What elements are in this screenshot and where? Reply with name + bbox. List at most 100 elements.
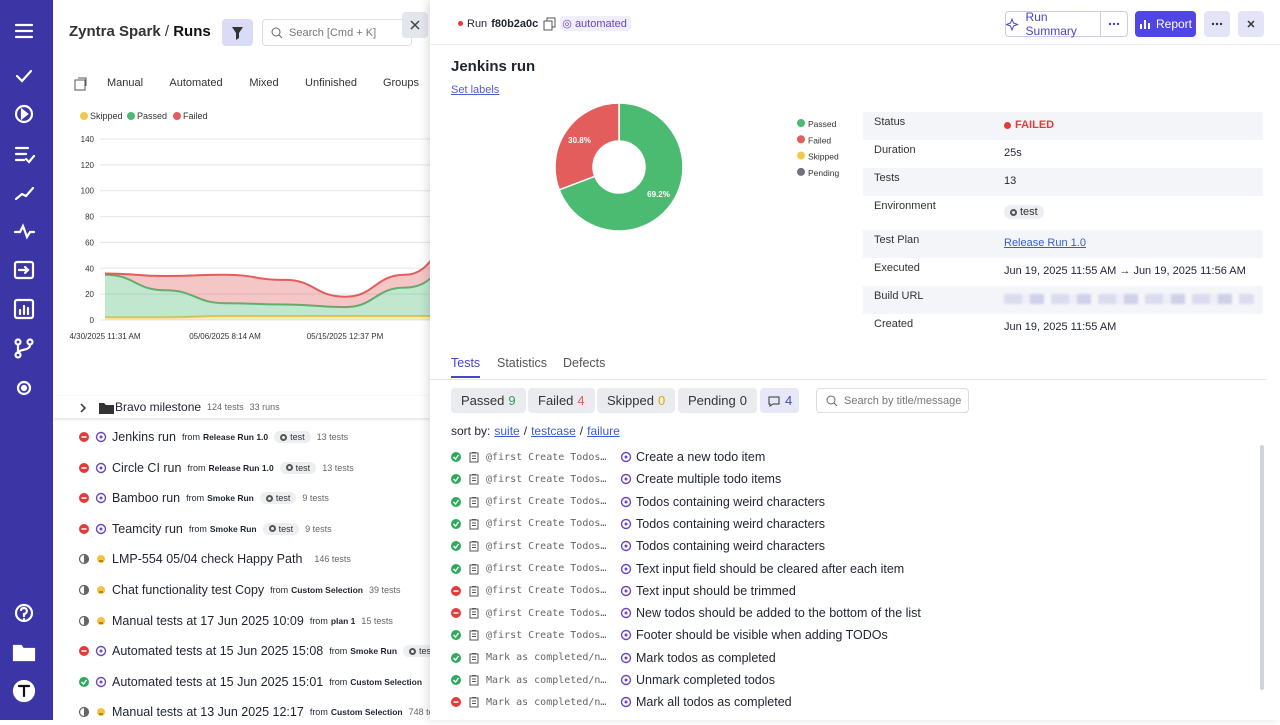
test-plan-link[interactable]: Release Run 1.0 (1004, 237, 1086, 249)
test-row[interactable]: @first Create Todos…Todos containing wei… (450, 517, 825, 531)
sort-option[interactable]: failure (587, 424, 620, 438)
run-row[interactable]: Automated tests at 15 Jun 2025 15:01from… (78, 675, 422, 689)
sort-option[interactable]: testcase (531, 424, 576, 438)
test-row[interactable]: @first Create Todos…Footer should be vis… (450, 628, 888, 642)
run-row[interactable]: Bamboo runfromSmoke Runtest9 tests (78, 491, 329, 505)
test-row[interactable]: Mark as completed/n…Unmark completed tod… (450, 673, 775, 687)
clipboard-icon (468, 473, 480, 485)
test-status-icon (450, 451, 462, 463)
run-tests: 9 tests (305, 524, 332, 534)
chip-count: 4 (577, 393, 584, 408)
run-summary-button[interactable]: Run Summary (1005, 11, 1101, 37)
run-tests: 748 tests (409, 707, 430, 717)
test-status-icon (450, 540, 462, 552)
tag-gear (269, 525, 276, 532)
info-row-bg (863, 168, 1263, 196)
y-tick-label: 20 (85, 290, 94, 299)
comment-shape (769, 397, 779, 406)
run-row[interactable]: Circle CI runfromRelease Run 1.0test13 t… (78, 461, 354, 475)
run-title: Automated tests at 15 Jun 2025 15:08 (112, 644, 323, 658)
run-row[interactable]: Teamcity runfromSmoke Runtest9 tests (78, 522, 332, 536)
run-source: Release Run 1.0 (208, 463, 273, 473)
run-row[interactable]: LMP-554 05/04 check Happy Path146 tests (78, 552, 351, 566)
run-from: from (186, 493, 204, 503)
run-row[interactable]: Manual tests at 17 Jun 2025 10:09frompla… (78, 614, 393, 628)
test-status-icon (450, 607, 462, 619)
info-value: 13 (1004, 175, 1016, 187)
detail-tab[interactable]: Defects (563, 356, 605, 370)
info-label: Environment (874, 200, 936, 212)
run-tag: test (280, 462, 317, 474)
detail-tab[interactable]: Tests (451, 356, 480, 378)
test-row[interactable]: Mark as completed/n…Mark todos as comple… (450, 651, 776, 665)
y-tick-label: 0 (90, 316, 95, 325)
test-row[interactable]: @first Create Todos…Todos containing wei… (450, 539, 825, 553)
test-kind-icon-shape (625, 500, 628, 503)
test-row[interactable]: @first Create Todos…Todos containing wei… (450, 495, 825, 509)
clipboard-icon-shape (470, 631, 478, 640)
clipboard-icon-shape (470, 676, 478, 685)
run-title: Bamboo run (112, 491, 180, 505)
info-value: Jun 19, 2025 11:55 AM (1004, 321, 1116, 333)
clipboard-icon (468, 629, 480, 641)
summary-label: Run Summary (1026, 10, 1100, 38)
test-status-icon-shape (451, 519, 461, 529)
run-row[interactable]: Chat functionality test CopyfromCustom S… (78, 583, 401, 597)
test-row[interactable]: @first Create Todos…Text input field sho… (450, 562, 904, 576)
filter-chip[interactable]: Failed4 (528, 388, 595, 413)
test-status-icon (450, 674, 462, 686)
filter-chip[interactable]: Skipped0 (597, 388, 675, 413)
test-row[interactable]: @first Create Todos…Create a new todo it… (450, 450, 765, 464)
run-row[interactable]: Automated tests at 15 Jun 2025 15:08from… (78, 644, 430, 658)
run-status-icon (78, 492, 90, 504)
run-source: Custom Selection (331, 707, 403, 717)
run-status-icon (78, 584, 90, 596)
test-title: Create a new todo item (636, 450, 765, 464)
run-from: from (329, 677, 347, 687)
run-kind-icon (95, 676, 107, 688)
test-row[interactable]: @first Create Todos…Create multiple todo… (450, 472, 781, 486)
run-kind-icon (95, 553, 107, 565)
detail-tab[interactable]: Statistics (497, 356, 547, 370)
run-row[interactable]: Manual tests at 13 Jun 2025 12:17 fromCus… (78, 705, 430, 719)
info-label: Duration (874, 144, 916, 156)
test-kind-icon-shape (625, 456, 628, 459)
test-suite: @first Create Todos… (486, 518, 614, 529)
test-kind-icon (620, 674, 632, 686)
more-button[interactable] (1204, 11, 1230, 37)
run-from: from (310, 707, 328, 717)
tests-search[interactable]: Search by title/message (816, 388, 969, 413)
run-kind-icon (95, 431, 107, 443)
run-tests: 146 tests (314, 554, 351, 564)
test-kind-icon (620, 696, 632, 708)
scrollbar (1260, 445, 1264, 690)
report-button[interactable]: Report (1135, 11, 1196, 37)
run-title: Manual tests at 17 Jun 2025 10:09 (112, 614, 304, 628)
run-from: from (270, 585, 288, 595)
run-row[interactable]: Jenkins runfromRelease Run 1.0test13 tes… (78, 430, 348, 444)
filter-chip[interactable]: Pending0 (678, 388, 757, 413)
sort-option[interactable]: suite (494, 424, 519, 438)
blurred-url (1004, 294, 1254, 304)
test-kind-icon-shape (625, 567, 628, 570)
test-kind-icon (620, 563, 632, 575)
run-source: plan 1 (331, 616, 356, 626)
summary-more[interactable] (1100, 11, 1128, 37)
run-title: Manual tests at 13 Jun 2025 12:17 (112, 705, 304, 719)
test-row[interactable]: Mark as completed/n…Mark all todos as co… (450, 695, 792, 709)
run-title: Chat functionality test Copy (112, 583, 264, 597)
test-kind-icon (620, 451, 632, 463)
milestone-row[interactable]: Bravo milestone124 tests33 runs (53, 396, 430, 418)
close-button[interactable] (1238, 11, 1264, 37)
clipboard-icon (468, 451, 480, 463)
test-row[interactable]: @first Create Todos…New todos should be … (450, 606, 921, 620)
test-kind-icon (620, 652, 632, 664)
milestone-name: Bravo milestone (115, 400, 201, 414)
test-kind-icon-shape (625, 679, 628, 682)
test-status-icon (450, 629, 462, 641)
filter-chip[interactable]: Passed9 (451, 388, 526, 413)
x-tick-label: 05/06/2025 8:14 AM (189, 332, 261, 341)
comments-chip[interactable]: 4 (760, 388, 799, 413)
test-row[interactable]: @first Create Todos…Text input should be… (450, 584, 796, 598)
run-from: from (182, 432, 200, 442)
